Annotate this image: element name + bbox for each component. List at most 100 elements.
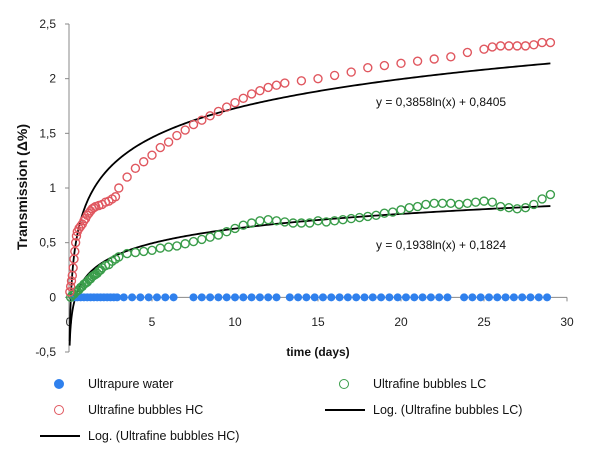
data-point-ultrafine-bubbles-lc [130,247,141,258]
data-point-ultrapure-water [352,293,361,302]
data-point-ultrafine-bubbles-hc [313,73,323,84]
data-point-ultrafine-bubbles-hc [138,157,149,167]
data-point-ultrapure-water [136,293,145,302]
data-point-ultrapure-water [161,293,170,302]
data-point-ultrafine-bubbles-hc [110,192,121,202]
data-point-ultrapure-water [197,293,206,302]
data-point-ultrafine-bubbles-lc [454,199,464,210]
data-point-ultrafine-bubbles-lc [471,197,481,207]
data-point-ultrafine-bubbles-lc [163,242,174,252]
data-point-ultrapure-water [310,293,319,302]
data-point-ultrapure-water [214,293,223,302]
data-point-ultrapure-water [443,293,452,302]
x-ticks: 0 5 10 15 20 25 30 [66,297,574,329]
data-point-ultrafine-bubbles-lc [338,215,348,225]
data-point-ultrapure-water [264,293,273,302]
data-point-ultrafine-bubbles-hc [296,76,307,86]
data-point-ultrapure-water [526,293,535,302]
x-tick-label: 30 [560,315,574,329]
data-point-ultrafine-bubbles-lc [155,243,166,253]
data-point-ultrapure-water [543,293,552,302]
data-point-ultrafine-bubbles-lc [305,218,315,228]
y-tick-label: 2,5 [39,17,56,31]
data-point-ultrafine-bubbles-lc [188,236,199,247]
data-point-ultrafine-bubbles-lc [487,197,497,207]
data-point-ultrafine-bubbles-hc [66,276,77,286]
data-point-ultrafine-bubbles-lc [230,223,240,234]
data-point-ultrapure-water [418,293,427,302]
y-tick-label: 1 [49,181,56,195]
open-circle-marker-icon [40,404,80,416]
data-point-ultrafine-bubbles-lc [238,220,249,230]
line-marker-icon [40,430,80,442]
data-point-ultrafine-bubbles-hc [89,202,99,213]
data-point-ultrafine-bubbles-lc [346,213,356,224]
data-point-ultrapure-water [476,293,485,302]
data-point-ultrafine-bubbles-lc [479,196,489,206]
data-point-ultrafine-bubbles-lc [429,198,439,209]
data-point-ultrafine-bubbles-hc [280,78,290,88]
data-point-ultrafine-bubbles-lc [529,199,539,210]
data-point-ultrapure-water [468,293,477,302]
data-point-ultrapure-water [302,293,311,302]
data-point-ultrafine-bubbles-hc [65,281,76,292]
data-point-ultrafine-bubbles-hc [529,40,539,50]
data-point-ultrapure-water [509,293,518,302]
data-point-ultrafine-bubbles-hc [246,89,257,99]
data-point-ultrafine-bubbles-hc [396,58,406,69]
data-point-ultrafine-bubbles-hc [255,85,265,96]
data-point-ultrafine-bubbles-hc [122,172,132,182]
data-point-ultrafine-bubbles-lc [205,232,215,242]
legend-label: Log. (Ultrafine bubbles LC) [373,403,523,417]
equation-hc: y = 0,3858ln(x) + 0,8405 [376,95,506,109]
data-point-ultrafine-bubbles-lc [138,246,149,257]
data-point-ultrafine-bubbles-hc [271,80,282,90]
x-tick-label: 10 [228,315,242,329]
data-point-ultrafine-bubbles-lc [404,202,414,213]
data-point-ultrafine-bubbles-hc [163,137,174,147]
y-tick-label: -0,5 [35,345,56,359]
data-point-ultrapure-water [360,293,369,302]
data-point-ultrafine-bubbles-lc [421,199,431,210]
data-point-ultrafine-bubbles-hc [114,183,124,193]
data-point-ultrafine-bubbles-lc [446,198,456,209]
data-point-ultrapure-water [327,293,336,302]
data-points [65,37,556,303]
data-point-ultrapure-water [484,293,493,302]
data-point-ultrafine-bubbles-hc [495,41,506,51]
data-point-ultrafine-bubbles-lc [437,198,448,209]
data-point-ultrafine-bubbles-hc [520,41,531,51]
data-point-ultrafine-bubbles-hc [363,63,373,73]
data-point-ultrapure-water [231,293,239,302]
data-point-ultrafine-bubbles-lc [213,230,224,240]
data-point-ultrapure-water [152,293,161,302]
data-point-ultrafine-bubbles-lc [180,239,190,249]
y-axis-title: Transmission (Δ%) [14,124,30,250]
data-point-ultrafine-bubbles-lc [255,216,265,226]
data-point-ultrafine-bubbles-hc [263,82,273,93]
data-point-ultrapure-water [368,293,377,302]
data-point-ultrafine-bubbles-hc [221,102,232,112]
data-point-ultrafine-bubbles-hc [329,70,340,81]
data-point-ultrafine-bubbles-hc [180,125,190,135]
data-point-ultrafine-bubbles-hc [504,41,514,51]
data-point-ultrapure-water [128,293,137,302]
legend-item-ultrapure-water: Ultrapure water [40,377,173,391]
data-point-ultrafine-bubbles-hc [487,42,497,52]
y-tick-label: 0,5 [39,236,56,250]
filled-circle-marker-icon [40,378,80,390]
data-point-ultrafine-bubbles-hc [429,54,439,64]
data-point-ultrafine-bubbles-hc [230,98,240,108]
data-point-ultrafine-bubbles-lc [412,201,423,212]
y-tick-label: 2 [49,72,56,86]
data-point-ultrafine-bubbles-hc [68,263,78,273]
data-point-ultrafine-bubbles-lc [520,202,531,213]
data-point-ultrapure-water [113,293,122,302]
data-point-ultrapure-water [534,293,543,302]
data-point-ultrafine-bubbles-lc [388,207,398,217]
x-tick-label: 20 [394,315,408,329]
x-tick-label: 25 [477,315,491,329]
legend-item-log-lc: Log. (Ultrafine bubbles LC) [325,403,522,417]
data-point-ultrafine-bubbles-hc [346,67,356,77]
